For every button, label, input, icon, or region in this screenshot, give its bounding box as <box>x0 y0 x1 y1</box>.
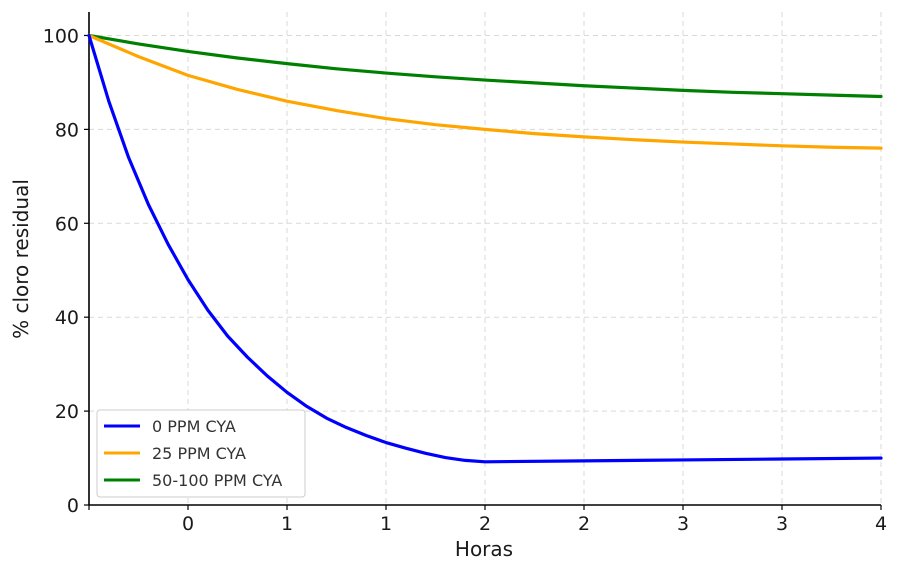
x-tick-label: 1 <box>281 513 293 535</box>
y-tick-labels: 0 20 40 60 80 100 <box>43 25 79 517</box>
x-tick-label: 3 <box>776 513 788 535</box>
x-axis-label: Horas <box>455 537 513 561</box>
axes <box>84 12 882 510</box>
series-lines <box>87 33 883 464</box>
x-tick-label: 2 <box>578 513 590 535</box>
y-tick-label: 60 <box>55 213 79 235</box>
legend: 0 PPM CYA 25 PPM CYA 50-100 PPM CYA <box>96 409 306 498</box>
y-tick-label: 0 <box>67 495 79 517</box>
series-line-0 <box>87 33 883 464</box>
y-tick-label: 80 <box>55 119 79 141</box>
legend-box <box>96 409 306 498</box>
x-tick-label: 2 <box>479 513 491 535</box>
y-tick-label: 40 <box>55 307 79 329</box>
y-axis-label: % cloro residual <box>9 179 33 339</box>
x-tick-label: 3 <box>677 513 689 535</box>
y-tick-label: 100 <box>43 25 79 47</box>
legend-label-2: 50-100 PPM CYA <box>152 471 282 490</box>
series-line-2 <box>87 33 883 99</box>
legend-label-1: 25 PPM CYA <box>152 444 246 463</box>
x-tick-label: 0 <box>182 513 194 535</box>
x-tick-labels: 0 1 1 2 2 3 3 4 <box>182 513 887 535</box>
y-tick-label: 20 <box>55 401 79 423</box>
legend-label-0: 0 PPM CYA <box>152 417 236 436</box>
x-tick-label: 4 <box>875 513 887 535</box>
x-tick-label: 1 <box>380 513 392 535</box>
series-line-1 <box>87 33 883 150</box>
